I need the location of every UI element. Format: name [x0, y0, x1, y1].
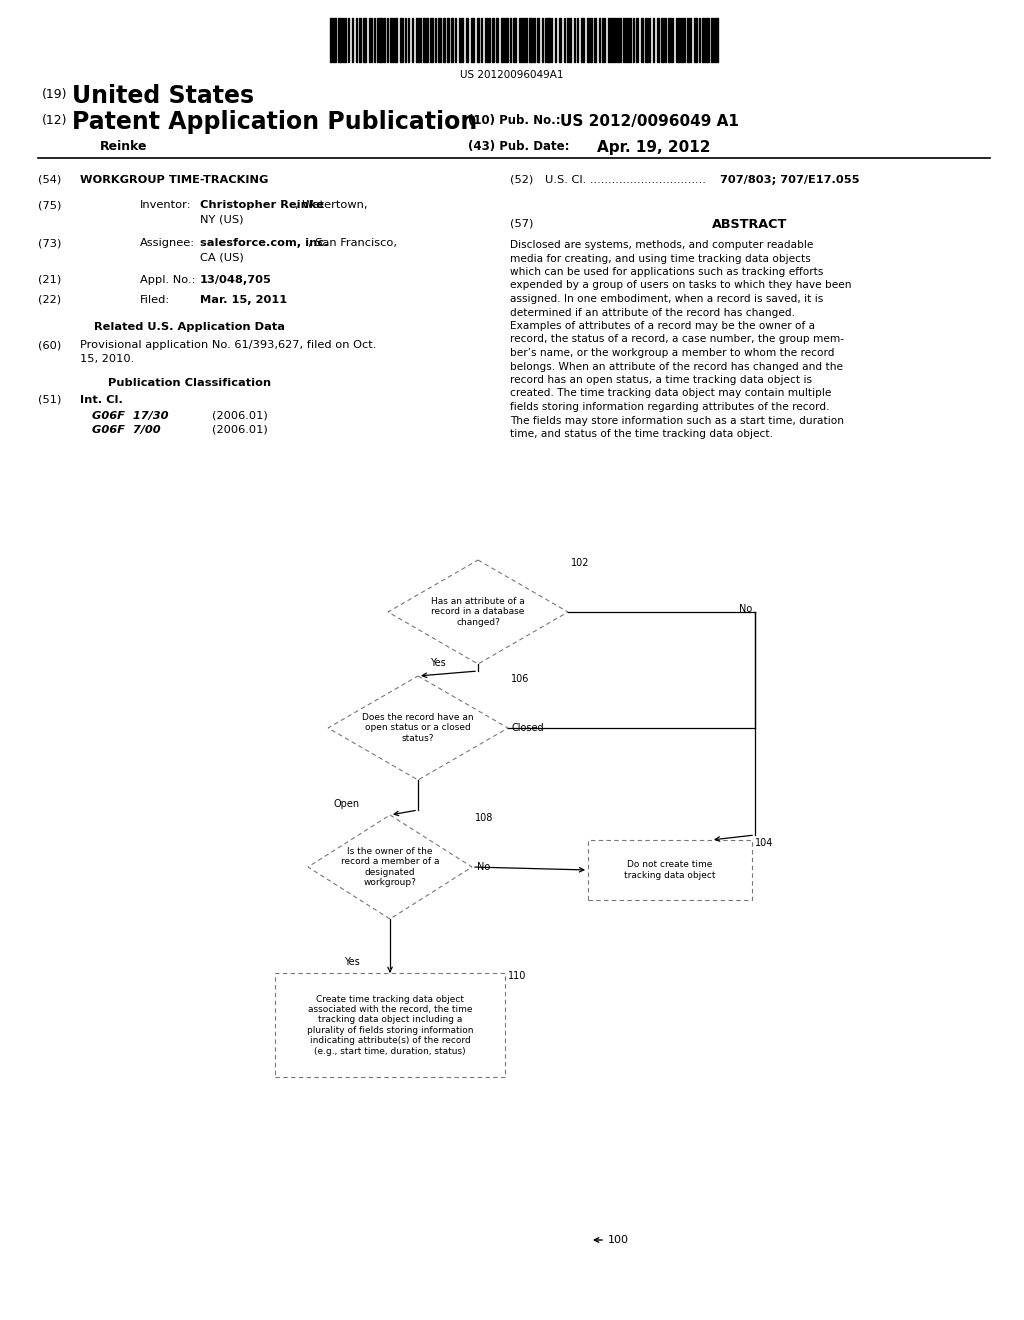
- Text: 102: 102: [571, 558, 590, 568]
- Text: Does the record have an
open status or a closed
status?: Does the record have an open status or a…: [362, 713, 474, 743]
- Text: Create time tracking data object
associated with the record, the time
tracking d: Create time tracking data object associa…: [307, 994, 473, 1056]
- Text: (75): (75): [38, 201, 61, 210]
- Text: (73): (73): [38, 238, 61, 248]
- Text: (52): (52): [510, 176, 534, 185]
- Text: 110: 110: [508, 972, 526, 981]
- Text: Publication Classification: Publication Classification: [109, 378, 271, 388]
- Text: Int. Cl.: Int. Cl.: [80, 395, 123, 405]
- Text: determined if an attribute of the record has changed.: determined if an attribute of the record…: [510, 308, 795, 318]
- Text: (57): (57): [510, 218, 534, 228]
- Text: (43) Pub. Date:: (43) Pub. Date:: [468, 140, 569, 153]
- Text: Filed:: Filed:: [140, 294, 170, 305]
- Text: G06F  7/00: G06F 7/00: [92, 425, 161, 436]
- Text: U.S. Cl. ................................: U.S. Cl. ...............................…: [545, 176, 706, 185]
- Text: time, and status of the time tracking data object.: time, and status of the time tracking da…: [510, 429, 773, 440]
- Text: , San Francisco,: , San Francisco,: [308, 238, 397, 248]
- Text: (54): (54): [38, 176, 61, 185]
- Text: Patent Application Publication: Patent Application Publication: [72, 110, 477, 135]
- Text: created. The time tracking data object may contain multiple: created. The time tracking data object m…: [510, 388, 831, 399]
- Text: G06F  17/30: G06F 17/30: [92, 411, 169, 421]
- Text: media for creating, and using time tracking data objects: media for creating, and using time track…: [510, 253, 811, 264]
- Text: assigned. In one embodiment, when a record is saved, it is: assigned. In one embodiment, when a reco…: [510, 294, 823, 304]
- Text: 106: 106: [511, 675, 529, 684]
- Text: Related U.S. Application Data: Related U.S. Application Data: [94, 322, 286, 333]
- Text: fields storing information regarding attributes of the record.: fields storing information regarding att…: [510, 403, 829, 412]
- Text: 104: 104: [755, 838, 773, 847]
- Text: expended by a group of users on tasks to which they have been: expended by a group of users on tasks to…: [510, 281, 852, 290]
- Text: (51): (51): [38, 395, 61, 405]
- Text: Christopher Reinke: Christopher Reinke: [200, 201, 324, 210]
- Text: The fields may store information such as a start time, duration: The fields may store information such as…: [510, 416, 844, 425]
- Text: Open: Open: [334, 799, 360, 809]
- Text: WORKGROUP TIME-TRACKING: WORKGROUP TIME-TRACKING: [80, 176, 268, 185]
- Text: 707/803; 707/E17.055: 707/803; 707/E17.055: [720, 176, 859, 185]
- Text: CA (US): CA (US): [200, 252, 244, 261]
- Text: (12): (12): [42, 114, 68, 127]
- Text: Disclosed are systems, methods, and computer readable: Disclosed are systems, methods, and comp…: [510, 240, 813, 249]
- Text: Do not create time
tracking data object: Do not create time tracking data object: [625, 861, 716, 879]
- Text: Is the owner of the
record a member of a
designated
workgroup?: Is the owner of the record a member of a…: [341, 847, 439, 887]
- Text: (10) Pub. No.:: (10) Pub. No.:: [468, 114, 560, 127]
- Text: Yes: Yes: [344, 957, 360, 968]
- Text: Inventor:: Inventor:: [140, 201, 191, 210]
- Text: Appl. No.:: Appl. No.:: [140, 275, 196, 285]
- Text: (21): (21): [38, 275, 61, 285]
- Text: Yes: Yes: [430, 657, 445, 668]
- Text: No: No: [477, 862, 490, 873]
- Text: US 20120096049A1: US 20120096049A1: [460, 70, 564, 81]
- Text: Assignee:: Assignee:: [140, 238, 196, 248]
- Text: record has an open status, a time tracking data object is: record has an open status, a time tracki…: [510, 375, 812, 385]
- Text: (60): (60): [38, 341, 61, 350]
- Text: belongs. When an attribute of the record has changed and the: belongs. When an attribute of the record…: [510, 362, 843, 371]
- Text: United States: United States: [72, 84, 254, 108]
- Text: 108: 108: [475, 813, 494, 822]
- Text: Apr. 19, 2012: Apr. 19, 2012: [597, 140, 711, 154]
- Text: 100: 100: [608, 1236, 629, 1245]
- Text: No: No: [738, 605, 752, 614]
- Text: ABSTRACT: ABSTRACT: [713, 218, 787, 231]
- Text: (2006.01): (2006.01): [212, 425, 267, 436]
- Text: 15, 2010.: 15, 2010.: [80, 354, 134, 364]
- Text: salesforce.com, inc.: salesforce.com, inc.: [200, 238, 329, 248]
- Text: record, the status of a record, a case number, the group mem-: record, the status of a record, a case n…: [510, 334, 844, 345]
- Text: Examples of attributes of a record may be the owner of a: Examples of attributes of a record may b…: [510, 321, 815, 331]
- Text: US 2012/0096049 A1: US 2012/0096049 A1: [560, 114, 739, 129]
- Text: NY (US): NY (US): [200, 214, 244, 224]
- Text: , Watertown,: , Watertown,: [295, 201, 368, 210]
- Text: (19): (19): [42, 88, 68, 102]
- Text: (2006.01): (2006.01): [212, 411, 267, 421]
- Text: (22): (22): [38, 294, 61, 305]
- Text: which can be used for applications such as tracking efforts: which can be used for applications such …: [510, 267, 823, 277]
- Text: Has an attribute of a
record in a database
changed?: Has an attribute of a record in a databa…: [431, 597, 525, 627]
- Text: 13/048,705: 13/048,705: [200, 275, 272, 285]
- Text: Mar. 15, 2011: Mar. 15, 2011: [200, 294, 287, 305]
- Text: Provisional application No. 61/393,627, filed on Oct.: Provisional application No. 61/393,627, …: [80, 341, 377, 350]
- Text: ber’s name, or the workgroup a member to whom the record: ber’s name, or the workgroup a member to…: [510, 348, 835, 358]
- Text: Reinke: Reinke: [100, 140, 147, 153]
- Text: Closed: Closed: [511, 723, 544, 733]
